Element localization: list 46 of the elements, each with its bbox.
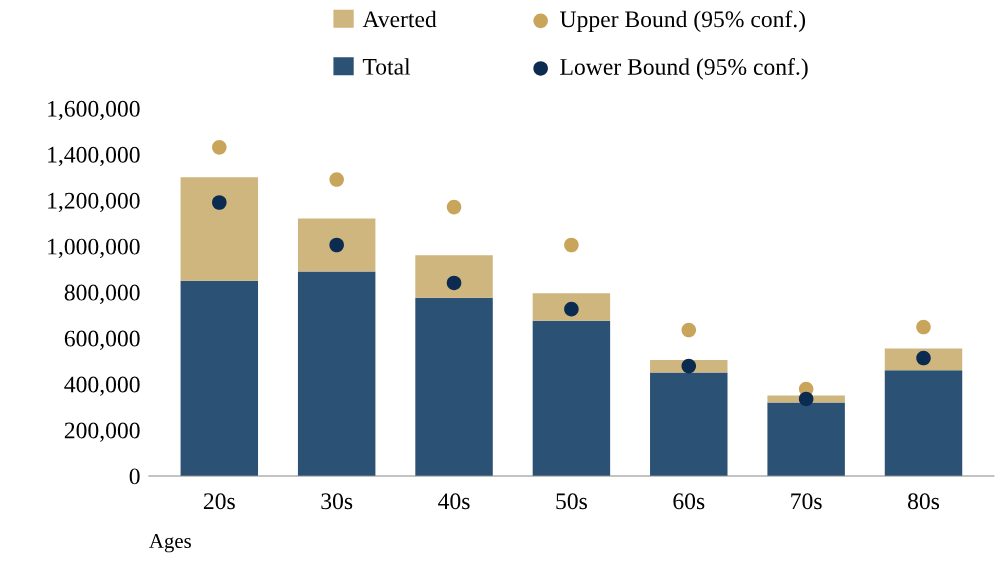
legend-label: Upper Bound (95% conf.) <box>560 10 806 33</box>
x-axis-title: Ages <box>149 534 191 553</box>
x-tick-label: 70s <box>791 493 822 510</box>
bar <box>415 255 493 298</box>
y-tick-label: 1,000,000 <box>48 238 140 258</box>
bar <box>180 280 259 476</box>
point <box>564 301 579 317</box>
y-tick-label: 200,000 <box>64 422 140 442</box>
point <box>916 319 931 335</box>
point <box>798 391 814 407</box>
bar <box>532 293 611 321</box>
y-tick-label: 1,200,000 <box>48 192 140 213</box>
x-tick-label: 80s <box>908 493 940 510</box>
y-tick-label: 1,600,000 <box>48 100 140 121</box>
y-tick-label: 1,400,000 <box>48 146 140 167</box>
x-tick-label: 40s <box>438 493 470 510</box>
point <box>446 275 462 291</box>
bar <box>297 271 376 476</box>
y-tick-label: 0 <box>129 468 140 485</box>
bar <box>297 218 376 272</box>
bar <box>884 370 963 476</box>
bar <box>532 320 611 476</box>
point <box>329 172 344 187</box>
y-tick-label: 800,000 <box>64 284 140 304</box>
point <box>916 350 931 366</box>
point <box>329 237 344 253</box>
bar <box>884 348 963 371</box>
x-tick-label: 30s <box>321 493 353 510</box>
point <box>681 322 697 338</box>
y-tick-label: 400,000 <box>64 376 140 396</box>
bar <box>650 372 728 476</box>
point <box>212 195 227 210</box>
legend-label: Lower Bound (95% conf.) <box>560 58 808 80</box>
x-tick-label: 60s <box>673 493 705 510</box>
legend-label: Averted <box>362 10 437 28</box>
bar <box>415 297 493 476</box>
point <box>564 237 579 253</box>
x-tick-label: 20s <box>203 493 235 510</box>
y-tick-label: 600,000 <box>64 330 140 350</box>
legend-label: Total <box>362 58 411 75</box>
bar <box>767 402 845 476</box>
point <box>681 358 697 374</box>
x-tick-label: 50s <box>556 493 587 510</box>
point <box>212 140 227 155</box>
point <box>446 199 462 215</box>
bar <box>180 177 259 281</box>
